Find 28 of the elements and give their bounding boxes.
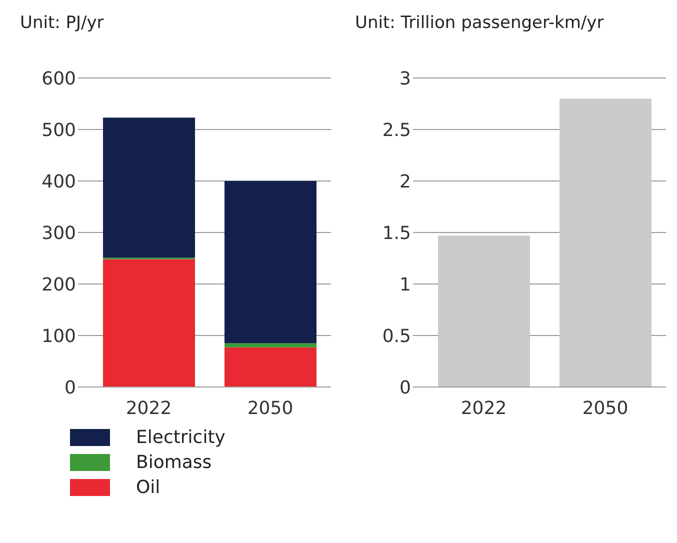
y-tick-label: 1.5 xyxy=(382,222,411,244)
legend-label: Biomass xyxy=(136,452,212,473)
y-tick-label: 2 xyxy=(400,171,411,192)
x-tick-label: 2022 xyxy=(126,398,172,419)
y-tick-label: 200 xyxy=(42,274,76,296)
y-axis-title: Unit: Trillion passenger-km/yr xyxy=(355,13,604,33)
y-tick-label: 100 xyxy=(42,326,76,347)
y-tick-label: 0.5 xyxy=(382,326,411,347)
bar xyxy=(224,181,316,344)
y-tick-label: 400 xyxy=(42,171,76,192)
y-tick-label: 600 xyxy=(42,68,76,90)
x-tick-label: 2050 xyxy=(247,398,294,419)
y-tick-label: 300 xyxy=(42,222,76,244)
bar xyxy=(103,259,195,387)
y-tick-label: 1 xyxy=(400,274,411,296)
y-tick-label: 0 xyxy=(64,377,76,398)
bar xyxy=(224,347,316,387)
x-tick-label: 2050 xyxy=(582,398,628,419)
y-axis-title: Unit: PJ/yr xyxy=(20,13,104,33)
y-tick-label: 2.5 xyxy=(382,120,411,141)
legend-label: Electricity xyxy=(136,427,226,448)
bar xyxy=(224,343,316,348)
y-tick-label: 0 xyxy=(400,377,411,398)
y-tick-label: 3 xyxy=(400,68,411,90)
legend-label: Oil xyxy=(136,477,160,498)
y-tick-label: 500 xyxy=(42,120,76,141)
bar xyxy=(103,118,195,258)
x-tick-label: 2022 xyxy=(460,398,507,419)
